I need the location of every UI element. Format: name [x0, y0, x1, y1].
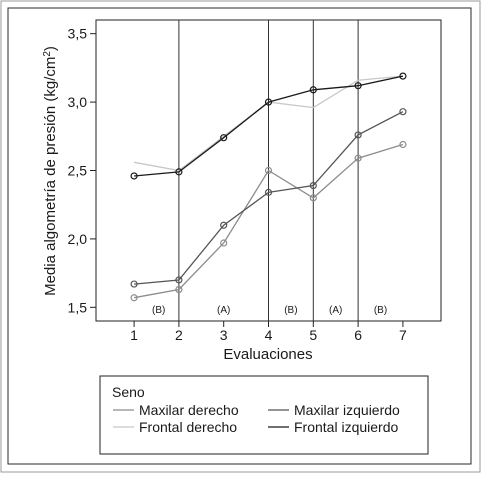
- data-point: [220, 221, 228, 229]
- legend-label-frontal-izquierdo: Frontal izquierdo: [294, 419, 398, 435]
- legend-label-maxilar-izquierdo: Maxilar izquierdo: [294, 402, 400, 418]
- data-point: [175, 285, 183, 294]
- data-point: [309, 194, 317, 202]
- x-axis-title: Evaluaciones: [223, 346, 312, 363]
- data-point: [264, 188, 273, 196]
- y-axis: 1,5 2,0 2,5 3,0 3,5: [68, 26, 96, 315]
- data-point: [130, 294, 138, 302]
- series-maxilar-derecho: [130, 140, 407, 302]
- series-frontal-izquierdo: [130, 72, 407, 180]
- y-tick-label: 1,5: [68, 299, 88, 315]
- legend-title: Seno: [112, 384, 145, 400]
- y-axis-title: Media algometría de presión (kg/cm2): [42, 46, 60, 296]
- x-tick-label: 4: [265, 327, 273, 343]
- series-maxilar-izquierdo: [130, 108, 407, 288]
- data-point: [399, 72, 407, 80]
- phase-labels: (B) (A) (B) (A) (B): [152, 305, 387, 316]
- data-point: [130, 172, 138, 180]
- series-line-frontal-derecho: [133, 75, 403, 172]
- legend-label-frontal-derecho: Frontal derecho: [139, 419, 237, 435]
- y-tick-label: 2,0: [68, 231, 88, 247]
- data-point: [399, 140, 407, 149]
- x-tick-label: 5: [309, 327, 317, 343]
- data-point: [264, 166, 273, 175]
- data-point: [130, 280, 138, 288]
- legend-label-maxilar-derecho: Maxilar derecho: [139, 402, 239, 418]
- y-axis-title-superscript: 2: [42, 51, 53, 57]
- data-point: [309, 181, 317, 190]
- data-point: [399, 108, 407, 116]
- y-tick-label: 3,5: [68, 26, 88, 42]
- plot-area: 1,5 2,0 2,5 3,0 3,5 1 2 3 4 5 6 7 (B) (A) (B) (A) (B): [68, 19, 442, 343]
- series-line-frontal-izquierdo: [134, 75, 404, 177]
- data-point: [354, 82, 362, 90]
- data-point: [175, 168, 183, 176]
- phase-label: (B): [374, 305, 387, 316]
- series-line-maxilar-izquierdo: [134, 111, 404, 285]
- phase-label: (B): [284, 305, 297, 316]
- y-tick-label: 3,0: [68, 94, 88, 110]
- series-line-maxilar-derecho: [133, 143, 404, 299]
- x-tick-label: 6: [354, 327, 362, 343]
- data-point: [354, 131, 362, 139]
- data-point: [354, 154, 362, 162]
- y-tick-label: 2,5: [68, 163, 88, 179]
- x-tick-label: 1: [130, 327, 138, 343]
- y-axis-title-main: Media algometría de presión (kg/cm: [42, 57, 59, 296]
- data-point: [220, 134, 228, 142]
- phase-label: (A): [329, 305, 342, 316]
- x-tick-label: 2: [175, 327, 183, 343]
- x-tick-label: 3: [220, 327, 228, 343]
- x-tick-label: 7: [399, 327, 407, 343]
- figure-inner-frame: [7, 7, 472, 465]
- data-point: [220, 239, 228, 247]
- x-axis: 1 2 3 4 5 6 7: [130, 321, 407, 343]
- phase-label: (B): [152, 305, 165, 316]
- phase-label: (A): [217, 305, 230, 316]
- data-point: [309, 86, 317, 94]
- data-point: [264, 98, 273, 106]
- data-point: [175, 276, 183, 284]
- legend-box: [99, 375, 429, 455]
- series-group: [130, 72, 407, 302]
- series-frontal-derecho: [133, 75, 403, 172]
- y-axis-title-close: ): [42, 46, 59, 51]
